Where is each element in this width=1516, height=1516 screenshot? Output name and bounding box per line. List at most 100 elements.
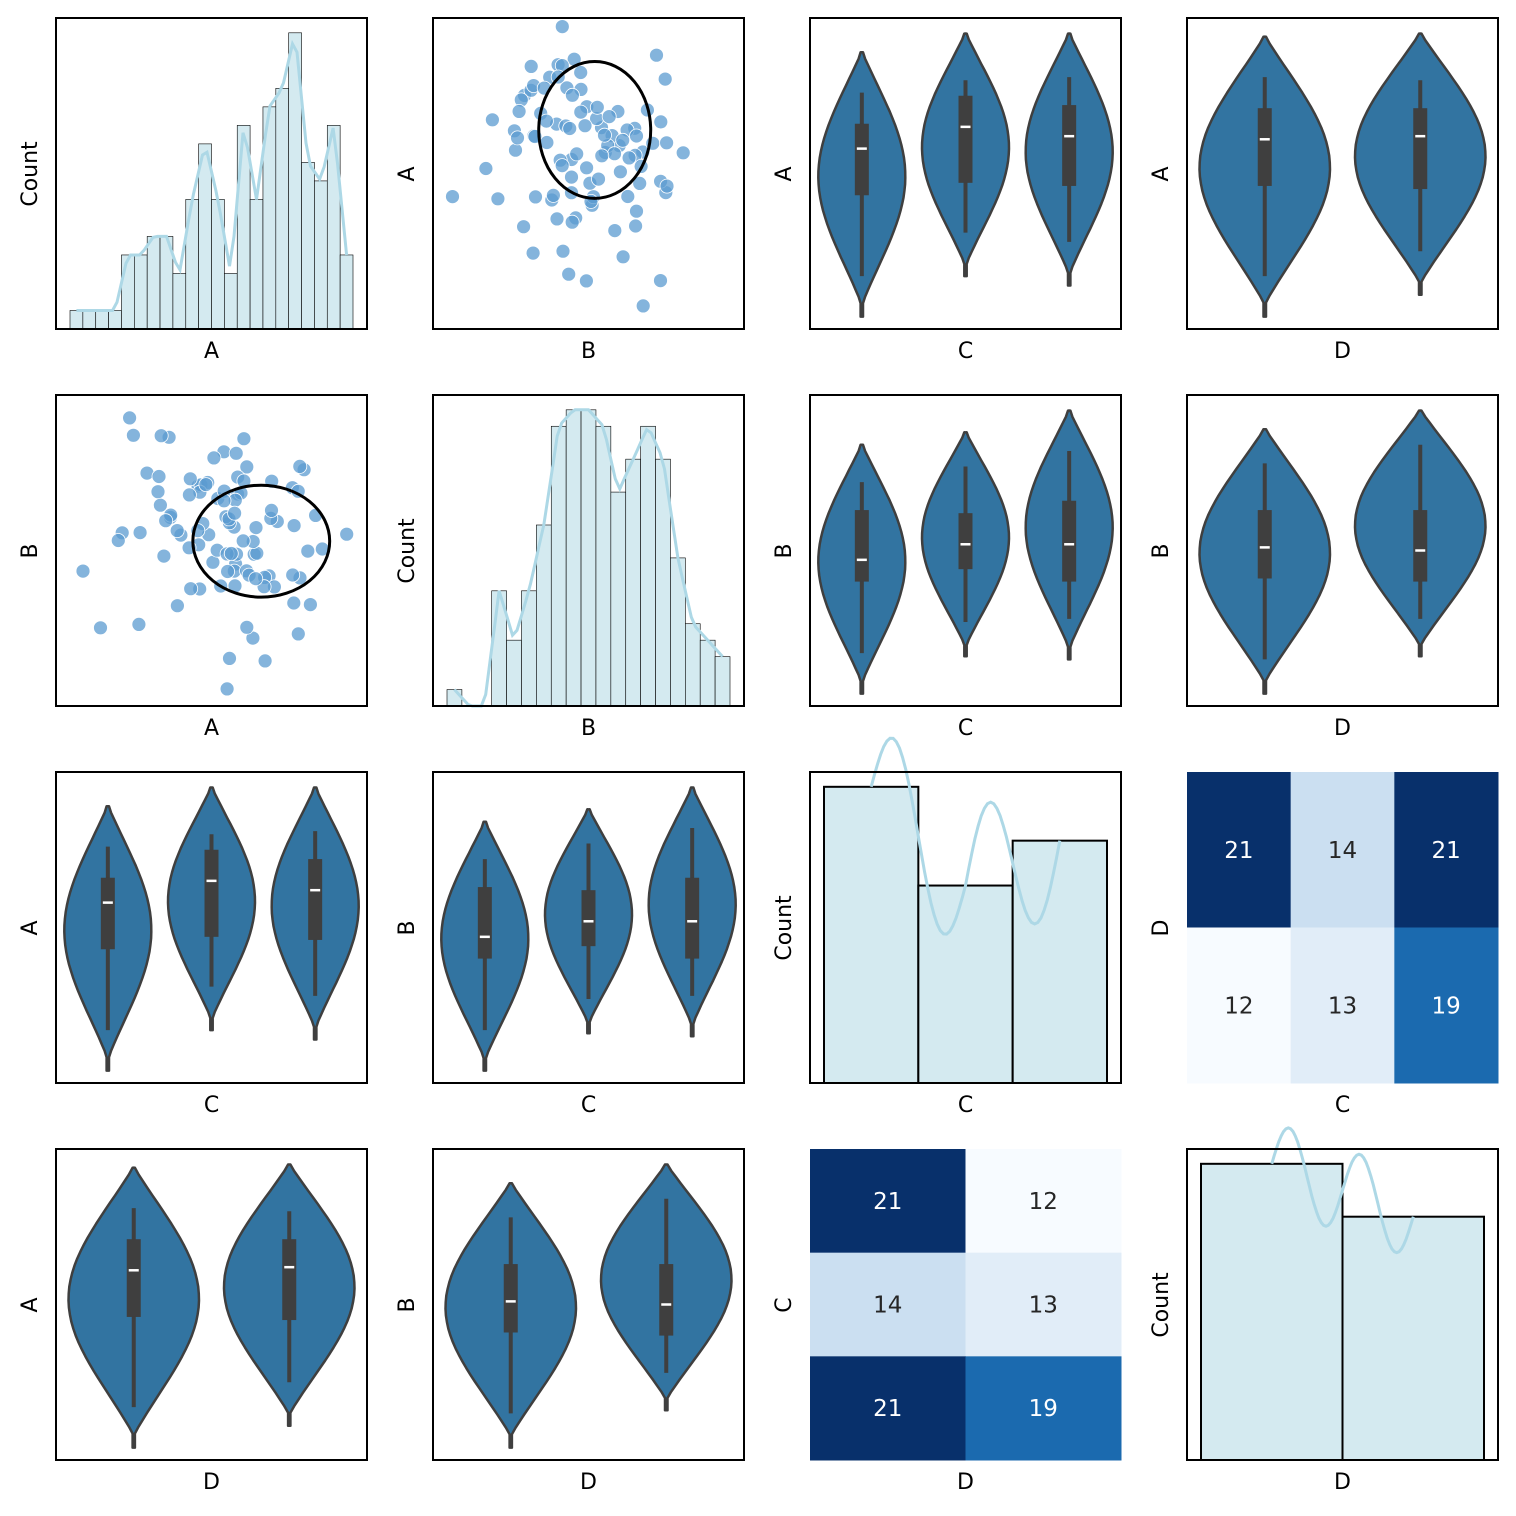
scatter-point: [546, 187, 561, 203]
histogram-bar: [121, 254, 135, 330]
histogram-bar: [1341, 1215, 1485, 1461]
scatter-point: [156, 548, 172, 564]
scatter-point: [183, 581, 199, 597]
scatter-point: [169, 523, 185, 538]
scatter-point: [564, 214, 580, 230]
axes-frame: [809, 771, 1122, 1084]
heatmap-cell: [810, 1356, 966, 1461]
scatter-point: [629, 203, 644, 219]
scatter-point: [248, 571, 264, 587]
violin-iqr-box: [958, 513, 973, 570]
histogram-bar: [823, 785, 920, 1084]
violin-iqr-box: [854, 123, 869, 196]
confidence-ellipse: [537, 60, 653, 200]
x-axis-label: D: [1334, 1470, 1351, 1495]
scatter-point: [286, 518, 302, 533]
scatter-point: [569, 146, 585, 162]
y-axis-label: D: [1149, 919, 1174, 936]
histogram-bar: [917, 884, 1014, 1084]
violin-iqr-box: [1062, 105, 1077, 186]
scatter-point: [597, 127, 612, 143]
x-axis-label: D: [1334, 716, 1351, 741]
scatter-point: [478, 161, 494, 176]
scatter-point: [579, 273, 594, 289]
scatter-point: [565, 87, 580, 103]
scatter-point: [153, 428, 169, 444]
scatter-point: [227, 505, 243, 521]
scatter-point: [239, 459, 255, 475]
subplot-2-2: [809, 736, 1122, 1085]
scatter-point: [302, 597, 318, 612]
scatter-point: [554, 19, 570, 35]
subplot-1-2: [809, 394, 1122, 707]
histogram-bar: [95, 310, 109, 330]
heatmap-cell: [1394, 927, 1499, 1084]
scatter-point: [235, 533, 251, 549]
scatter-point: [182, 471, 198, 487]
heatmap-cell-value: 13: [1328, 993, 1357, 1019]
histogram-bar: [249, 199, 264, 330]
violin-iqr-box: [685, 877, 700, 959]
histogram-bar: [172, 273, 187, 330]
scatter-point: [75, 563, 91, 579]
heatmap-cell: [1290, 772, 1395, 928]
scatter-point: [132, 525, 148, 540]
x-axis-label: A: [203, 716, 220, 741]
histogram-bar: [134, 254, 148, 330]
scatter-point: [589, 99, 605, 115]
x-axis-label: C: [580, 1093, 597, 1118]
histogram-bar: [699, 639, 716, 707]
histogram-bar: [714, 656, 731, 707]
histogram-bar: [82, 310, 97, 330]
scatter-point: [561, 266, 577, 282]
scatter-point: [564, 169, 579, 185]
scatter-point: [615, 249, 631, 265]
scatter-point: [657, 71, 673, 87]
histogram-bar: [640, 425, 656, 707]
subplot-0-1: [432, 17, 745, 330]
scatter-point: [549, 211, 565, 227]
histogram-bar: [146, 236, 161, 330]
x-axis-label: D: [957, 1470, 974, 1495]
axes-frame: [1186, 1148, 1499, 1461]
axes-frame: [432, 17, 745, 330]
scatter-point: [613, 164, 628, 180]
x-axis-label: D: [580, 1470, 597, 1495]
scatter-point: [573, 104, 589, 120]
x-axis-label: A: [203, 339, 220, 364]
scatter-point: [300, 543, 316, 559]
subplot-0-0: [55, 17, 368, 330]
y-axis-label: A: [395, 165, 420, 182]
scatter-point: [591, 171, 606, 187]
subplot-1-1: [432, 394, 745, 708]
scatter-point: [150, 484, 166, 500]
heatmap-cell-value: 21: [873, 1189, 902, 1215]
scatter-point: [601, 109, 617, 124]
histogram-bar: [69, 310, 84, 330]
axes-frame: [55, 1148, 368, 1461]
histogram-bar: [326, 125, 341, 330]
scatter-point: [653, 114, 669, 130]
scatter-point: [248, 520, 264, 535]
violin-iqr-box: [581, 890, 596, 947]
histogram-bar: [339, 254, 354, 330]
histogram-bar: [198, 143, 212, 330]
scatter-point: [198, 477, 214, 493]
scatter-point: [555, 243, 571, 259]
histogram-bar: [108, 310, 122, 330]
heatmap-cell: [1394, 772, 1499, 928]
violin-iqr-box: [659, 1264, 674, 1336]
histogram-bar: [685, 623, 701, 707]
x-axis-label: B: [580, 716, 597, 741]
subplot-3-3: [1186, 1126, 1499, 1462]
scatter-point: [628, 218, 643, 234]
subplot-0-2: [809, 17, 1122, 330]
heatmap-cell: [965, 1149, 1122, 1254]
scatter-point: [539, 113, 554, 129]
scatter-point: [110, 533, 126, 548]
y-axis-label: A: [18, 919, 43, 936]
violin-iqr-box: [854, 510, 869, 582]
scatter-point: [649, 47, 664, 63]
heatmap-cell-value: 19: [1029, 1396, 1058, 1422]
scatter-point: [286, 595, 302, 611]
